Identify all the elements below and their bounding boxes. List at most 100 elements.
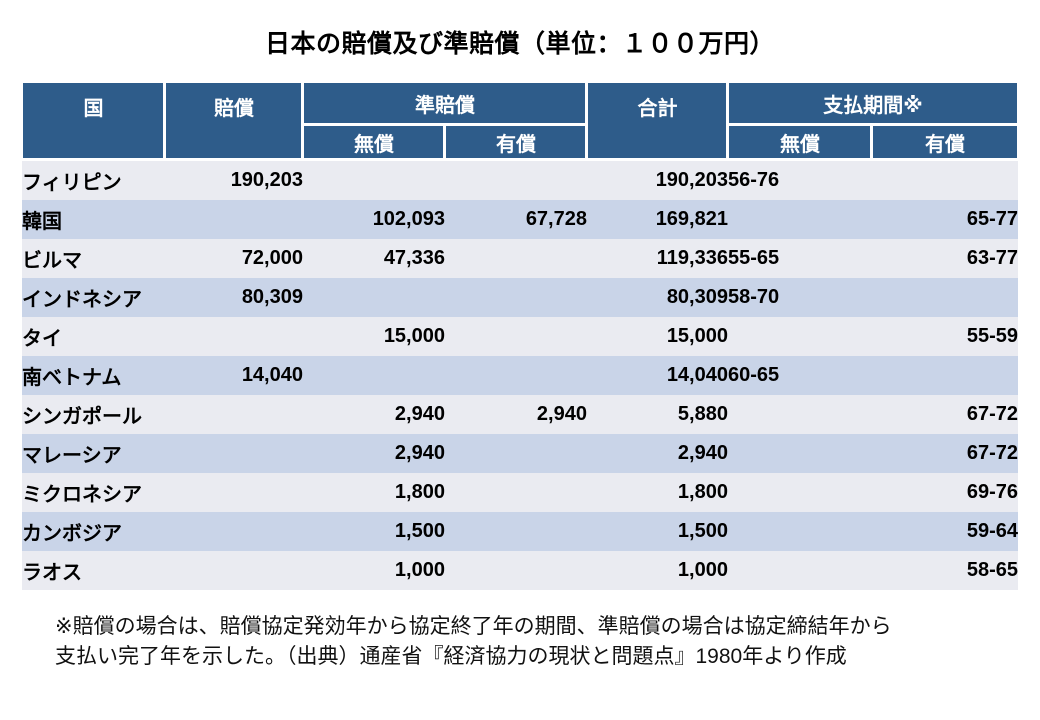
cell-kikan-musho: 60-65 [727,356,872,395]
subheader-jun-musho: 無償 [301,123,447,161]
cell-baisho: 14,040 [164,356,303,395]
cell-kikan-musho [727,395,872,434]
cell-baisho [164,317,303,356]
cell-baisho [164,512,303,551]
cell-country: タイ [21,317,165,356]
subheader-jun-yusho: 有償 [443,123,589,161]
cell-kikan-yusho: 55-59 [871,317,1018,356]
col-header-baisho: 賠償 [163,80,305,161]
cell-kikan-yusho [871,356,1018,395]
cell-kikan-yusho: 59-64 [871,512,1018,551]
cell-gokei: 5,880 [586,395,728,434]
cell-jun-musho [302,356,445,395]
table-row: 韓国 102,093 67,728 169,821 65-77 [21,200,1018,239]
table-row: タイ 15,000 15,000 55-59 [21,317,1018,356]
cell-baisho [164,551,303,590]
cell-jun-musho: 1,800 [302,473,445,512]
table-row: ラオス 1,000 1,000 58-65 [21,551,1018,590]
col-header-gokei: 合計 [585,80,730,161]
cell-kikan-musho [727,473,872,512]
cell-jun-musho: 1,500 [302,512,445,551]
subheader-kikan-yusho: 有償 [870,123,1020,161]
cell-jun-yusho [444,356,587,395]
cell-kikan-yusho: 69-76 [871,473,1018,512]
cell-kikan-yusho [871,159,1018,200]
table-row: マレーシア 2,940 2,940 67-72 [21,434,1018,473]
cell-country: インドネシア [21,278,165,317]
cell-baisho: 72,000 [164,239,303,278]
cell-country: シンガポール [21,395,165,434]
cell-kikan-yusho: 63-77 [871,239,1018,278]
cell-gokei: 190,203 [586,159,728,200]
cell-kikan-musho: 55-65 [727,239,872,278]
cell-country: カンボジア [21,512,165,551]
cell-gokei: 119,336 [586,239,728,278]
cell-baisho: 190,203 [164,159,303,200]
col-header-country: 国 [20,80,167,161]
table-body: フィリピン 190,203 190,203 56-76 韓国 102,093 6… [21,159,1018,590]
cell-jun-musho: 47,336 [302,239,445,278]
footnote: ※賠償の場合は、賠償協定発効年から協定終了年の期間、準賠償の場合は協定締結年から… [55,612,1000,673]
cell-gokei: 1,500 [586,512,728,551]
table-row: シンガポール 2,940 2,940 5,880 67-72 [21,395,1018,434]
footnote-line-1: ※賠償の場合は、賠償協定発効年から協定終了年の期間、準賠償の場合は協定締結年から [55,615,892,638]
cell-jun-yusho [444,278,587,317]
cell-kikan-yusho: 58-65 [871,551,1018,590]
cell-jun-yusho [444,512,587,551]
cell-country: ラオス [21,551,165,590]
cell-jun-yusho [444,317,587,356]
cell-country: 南ベトナム [21,356,165,395]
cell-kikan-yusho [871,278,1018,317]
footnote-line-2: 支払い完了年を示した。（出典）通産省『経済協力の現状と問題点』1980年より作成 [55,645,847,669]
cell-gokei: 1,800 [586,473,728,512]
cell-baisho [164,200,303,239]
table-row: 南ベトナム 14,040 14,040 60-65 [21,356,1018,395]
cell-jun-musho: 102,093 [302,200,445,239]
cell-jun-yusho [444,239,587,278]
table-row: フィリピン 190,203 190,203 56-76 [21,159,1018,200]
cell-jun-yusho [444,473,587,512]
cell-baisho [164,473,303,512]
table-row: カンボジア 1,500 1,500 59-64 [21,512,1018,551]
cell-kikan-musho [727,200,872,239]
page-title: 日本の賠償及び準賠償（単位：１００万円） [264,30,775,58]
cell-baisho: 80,309 [164,278,303,317]
subheader-kikan-musho: 無償 [726,123,874,161]
cell-country: マレーシア [21,434,165,473]
cell-baisho [164,434,303,473]
header-row-top: 国 賠償 準賠償 合計 支払期間※ [20,80,1020,161]
cell-gokei: 15,000 [586,317,728,356]
cell-jun-yusho: 2,940 [444,395,587,434]
table-row: ミクロネシア 1,800 1,800 69-76 [21,473,1018,512]
cell-kikan-musho [727,434,872,473]
col-header-shiharai-kikan: 支払期間※ [726,80,1020,126]
cell-jun-musho [302,159,445,200]
cell-kikan-yusho: 65-77 [871,200,1018,239]
reparations-table: 国 賠償 準賠償 合計 支払期間※ 無償 有償 無償 有償 フィリピン 190,… [20,80,1020,590]
cell-kikan-yusho: 67-72 [871,395,1018,434]
cell-jun-yusho [444,551,587,590]
cell-country: ミクロネシア [21,473,165,512]
header-row-sub: 無償 有償 無償 有償 [22,123,1020,161]
cell-jun-musho: 1,000 [302,551,445,590]
cell-country: ビルマ [21,239,165,278]
col-header-junbaisho: 準賠償 [301,80,589,126]
cell-kikan-musho [727,512,872,551]
cell-kikan-musho [727,551,872,590]
cell-baisho [164,395,303,434]
cell-jun-musho: 2,940 [302,434,445,473]
cell-jun-yusho [444,159,587,200]
cell-gokei: 169,821 [586,200,728,239]
table-row: インドネシア 80,309 80,309 58-70 [21,278,1018,317]
cell-jun-yusho [444,434,587,473]
cell-jun-musho: 15,000 [302,317,445,356]
cell-gokei: 80,309 [586,278,728,317]
cell-country: 韓国 [21,200,165,239]
cell-kikan-yusho: 67-72 [871,434,1018,473]
cell-kikan-musho: 58-70 [727,278,872,317]
cell-gokei: 1,000 [586,551,728,590]
cell-gokei: 14,040 [586,356,728,395]
table-header: 国 賠償 準賠償 合計 支払期間※ 無償 有償 無償 有償 [20,80,1020,161]
cell-kikan-musho [727,317,872,356]
